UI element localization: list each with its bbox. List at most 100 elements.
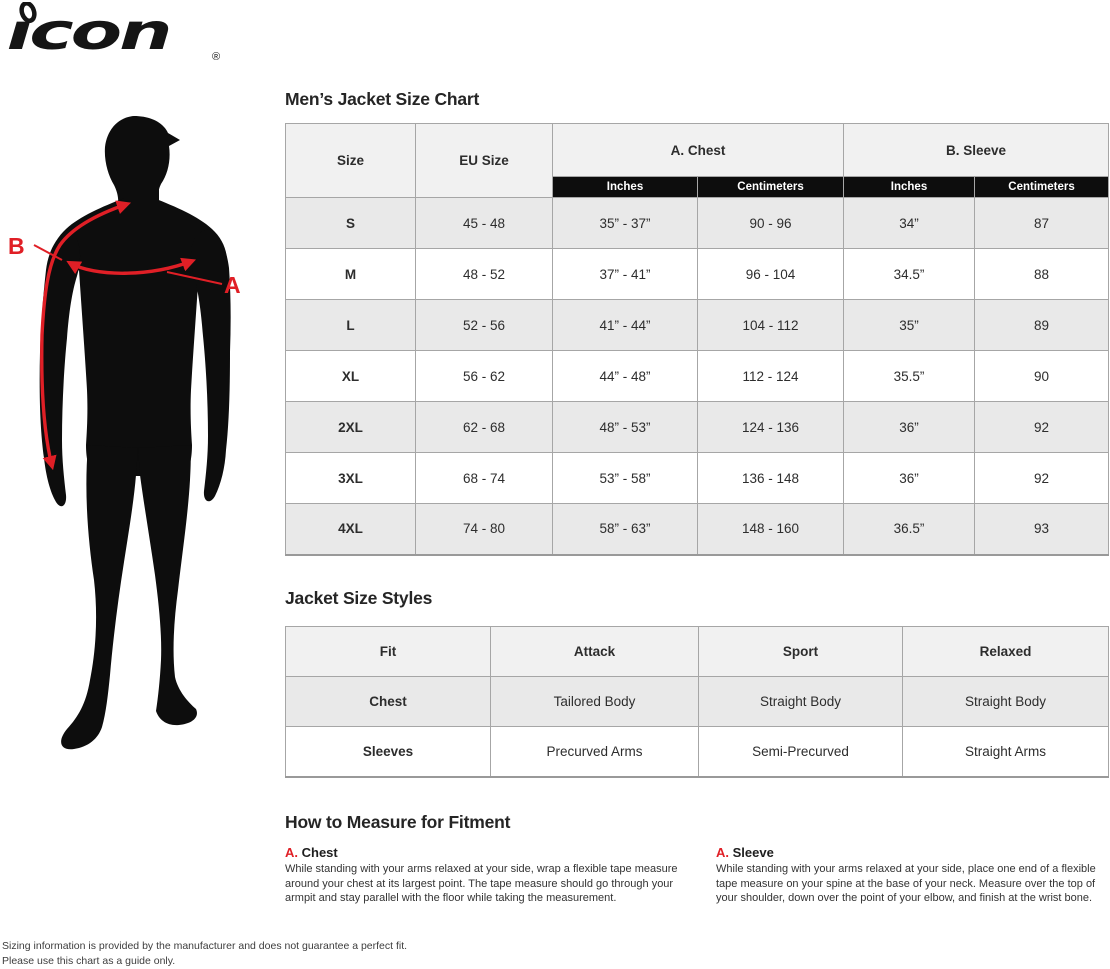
- chest-measure-arrow: [66, 257, 197, 275]
- table-row: Chest Tailored Body Straight Body Straig…: [285, 676, 1109, 727]
- styles-row-label: Chest: [285, 676, 491, 727]
- cell-chest-in: 41” - 44”: [552, 299, 698, 351]
- table-row: 4XL 74 - 80 58” - 63” 148 - 160 36.5” 93: [285, 503, 1110, 555]
- label-b-pointer-line: [33, 244, 63, 261]
- cell-size: 2XL: [285, 401, 416, 453]
- cell-size: L: [285, 299, 416, 351]
- jacket-size-styles-table: Fit Attack Sport Relaxed Chest Tailored …: [285, 626, 1109, 778]
- subheader-chest-inches: Inches: [552, 176, 698, 198]
- cell-size: M: [285, 248, 416, 300]
- registered-trademark-icon: ®: [212, 51, 220, 63]
- cell-chest-in: 58” - 63”: [552, 503, 698, 555]
- measure-chest-name: Chest: [301, 845, 338, 860]
- cell-size: 3XL: [285, 452, 416, 504]
- cell-eu: 68 - 74: [415, 452, 553, 504]
- how-to-measure-section: A. Chest While standing with your arms r…: [285, 845, 1108, 906]
- cell-sleeve-in: 35”: [843, 299, 976, 351]
- measure-chest-heading: A. Chest: [285, 845, 703, 860]
- cell-sleeve-cm: 87: [974, 197, 1110, 249]
- measurement-arrows: [33, 200, 223, 471]
- styles-cell-sport: Straight Body: [698, 676, 903, 727]
- figure-label-a: A: [224, 272, 241, 298]
- cell-eu: 74 - 80: [415, 503, 553, 555]
- cell-chest-cm: 104 - 112: [696, 299, 845, 351]
- label-a-pointer-line: [166, 271, 223, 285]
- cell-chest-cm: 112 - 124: [696, 350, 845, 402]
- table-row: L 52 - 56 41” - 44” 104 - 112 35” 89: [285, 299, 1110, 351]
- logo-i-dot: [19, 2, 37, 24]
- cell-chest-in: 35” - 37”: [552, 197, 698, 249]
- cell-chest-in: 37” - 41”: [552, 248, 698, 300]
- measure-sleeve-name: Sleeve: [732, 845, 774, 860]
- cell-eu: 45 - 48: [415, 197, 553, 249]
- styles-row-label: Sleeves: [285, 726, 491, 777]
- styles-cell-attack: Tailored Body: [490, 676, 699, 727]
- cell-sleeve-cm: 92: [974, 401, 1110, 453]
- table-row: M 48 - 52 37” - 41” 96 - 104 34.5” 88: [285, 248, 1110, 300]
- cell-size: 4XL: [285, 503, 416, 555]
- measure-chest-text: While standing with your arms relaxed at…: [285, 863, 678, 905]
- styles-cell-sport: Semi-Precurved: [698, 726, 903, 777]
- cell-sleeve-in: 36”: [843, 452, 976, 504]
- cell-sleeve-cm: 88: [974, 248, 1110, 300]
- cell-sleeve-in: 34.5”: [843, 248, 976, 300]
- subheader-chest-centimeters: Centimeters: [696, 176, 845, 198]
- cell-chest-cm: 148 - 160: [696, 503, 845, 555]
- col-header-size: Size: [285, 123, 416, 198]
- cell-eu: 52 - 56: [415, 299, 553, 351]
- cell-sleeve-cm: 89: [974, 299, 1110, 351]
- styles-header-fit: Fit: [285, 626, 491, 677]
- cell-size: XL: [285, 350, 416, 402]
- table-row: Sleeves Precurved Arms Semi-Precurved St…: [285, 726, 1109, 777]
- cell-sleeve-cm: 92: [974, 452, 1110, 504]
- cell-eu: 62 - 68: [415, 401, 553, 453]
- measurement-figure-diagram: B A: [8, 116, 241, 750]
- cell-sleeve-cm: 90: [974, 350, 1110, 402]
- styles-header-relaxed: Relaxed: [902, 626, 1109, 677]
- styles-cell-relaxed: Straight Body: [902, 676, 1109, 727]
- table-row: S 45 - 48 35” - 37” 90 - 96 34” 87: [285, 197, 1110, 249]
- subheader-sleeve-inches: Inches: [843, 176, 976, 198]
- subheader-sleeve-centimeters: Centimeters: [974, 176, 1110, 198]
- sleeve-measure-arrow: [40, 200, 132, 471]
- measure-sleeve-letter: A.: [716, 845, 729, 860]
- table-row: 2XL 62 - 68 48” - 53” 124 - 136 36” 92: [285, 401, 1110, 453]
- cell-sleeve-cm: 93: [974, 503, 1110, 555]
- cell-eu: 56 - 62: [415, 350, 553, 402]
- measure-sleeve-block: A. Sleeve While standing with your arms …: [716, 845, 1108, 906]
- size-styles-title: Jacket Size Styles: [285, 588, 433, 608]
- styles-cell-relaxed: Straight Arms: [902, 726, 1109, 777]
- cell-sleeve-in: 36”: [843, 401, 976, 453]
- col-header-eu-size: EU Size: [415, 123, 553, 198]
- cell-size: S: [285, 197, 416, 249]
- measure-chest-block: A. Chest While standing with your arms r…: [285, 845, 703, 906]
- measure-sleeve-heading: A. Sleeve: [716, 845, 1108, 860]
- cell-eu: 48 - 52: [415, 248, 553, 300]
- measure-sleeve-text: While standing with your arms relaxed at…: [716, 863, 1096, 905]
- mens-jacket-size-chart-table: Size EU Size A. Chest B. Sleeve Inches C…: [285, 123, 1110, 556]
- cell-chest-in: 44” - 48”: [552, 350, 698, 402]
- size-chart-title: Men’s Jacket Size Chart: [285, 89, 480, 109]
- cell-sleeve-in: 36.5”: [843, 503, 976, 555]
- cell-chest-cm: 136 - 148: [696, 452, 845, 504]
- footer-line-2: Please use this chart as a guide only.: [2, 955, 176, 968]
- cell-chest-in: 53” - 58”: [552, 452, 698, 504]
- cell-chest-cm: 124 - 136: [696, 401, 845, 453]
- cell-sleeve-in: 34”: [843, 197, 976, 249]
- col-header-chest: A. Chest: [551, 123, 845, 177]
- cell-sleeve-in: 35.5”: [843, 350, 976, 402]
- cell-chest-in: 48” - 53”: [552, 401, 698, 453]
- how-to-measure-title: How to Measure for Fitment: [285, 812, 511, 832]
- cell-chest-cm: 90 - 96: [696, 197, 845, 249]
- col-header-sleeve: B. Sleeve: [843, 123, 1110, 177]
- cell-chest-cm: 96 - 104: [696, 248, 845, 300]
- figure-label-b: B: [8, 233, 25, 259]
- male-silhouette: [39, 116, 231, 750]
- styles-cell-attack: Precurved Arms: [490, 726, 699, 777]
- measure-chest-letter: A.: [285, 845, 298, 860]
- footer-line-1: Sizing information is provided by the ma…: [2, 940, 408, 952]
- table-row: XL 56 - 62 44” - 48” 112 - 124 35.5” 90: [285, 350, 1110, 402]
- styles-header-attack: Attack: [490, 626, 699, 677]
- footer-disclaimer: Sizing information is provided by the ma…: [2, 939, 407, 969]
- styles-header-sport: Sport: [698, 626, 903, 677]
